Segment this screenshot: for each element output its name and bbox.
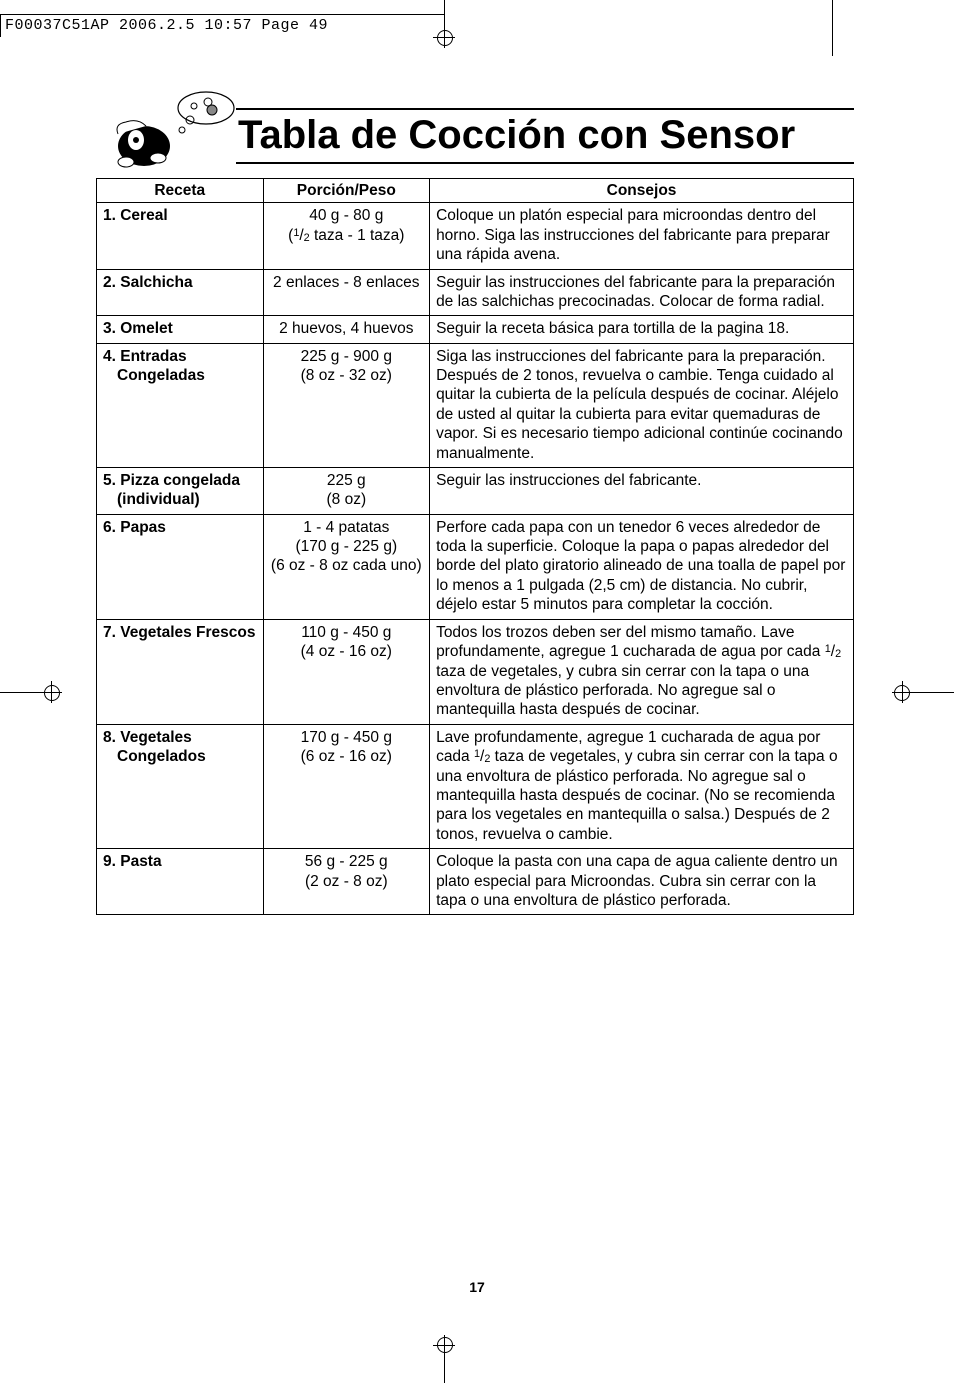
crop-mark	[444, 1335, 445, 1357]
crop-mark	[832, 0, 833, 56]
table-row: 9. Pasta 56 g - 225 g (2 oz - 8 oz) Colo…	[97, 849, 854, 915]
cell-consejo: Todos los trozos deben ser del mismo tam…	[430, 619, 854, 724]
receta-line: (individual)	[103, 490, 200, 509]
cell-receta: 6. Papas	[97, 514, 264, 619]
crop-mark	[51, 681, 52, 703]
col-header-receta: Receta	[97, 179, 264, 203]
page-number: 17	[0, 1279, 954, 1295]
cell-porcion: 2 huevos, 4 huevos	[263, 316, 430, 343]
porcion-line: 225 g - 900 g	[301, 348, 392, 365]
cell-receta: 5. Pizza congelada (individual)	[97, 467, 264, 514]
cell-consejo: Perfore cada papa con un tenedor 6 veces…	[430, 514, 854, 619]
cell-consejo: Lave profundamente, agregue 1 cucharada …	[430, 724, 854, 849]
col-header-consejos: Consejos	[430, 179, 854, 203]
cell-porcion: 225 g (8 oz)	[263, 467, 430, 514]
crop-registration-circle	[437, 30, 453, 46]
porcion-line: (2 oz - 8 oz)	[305, 873, 388, 890]
receta-line: Congelados	[103, 747, 206, 766]
crop-registration-circle	[44, 685, 60, 701]
cell-porcion: 225 g - 900 g (8 oz - 32 oz)	[263, 343, 430, 467]
receta-line: 8. Vegetales	[103, 729, 192, 746]
porcion-line: 40 g - 80 g	[309, 207, 383, 224]
cell-porcion: 1 - 4 patatas (170 g - 225 g) (6 oz - 8 …	[263, 514, 430, 619]
cell-consejo: Seguir las instrucciones del fabricante.	[430, 467, 854, 514]
cell-porcion: 56 g - 225 g (2 oz - 8 oz)	[263, 849, 430, 915]
title-rule	[236, 108, 854, 110]
receta-line: 5. Pizza congelada	[103, 472, 240, 489]
title-rule	[236, 162, 854, 164]
cell-consejo: Seguir las instrucciones del fabricante …	[430, 269, 854, 316]
porcion-line: (6 oz - 8 oz cada uno)	[271, 557, 422, 574]
cell-consejo: Coloque un platón especial para microond…	[430, 203, 854, 269]
crop-mark	[914, 692, 954, 693]
cell-porcion: 40 g - 80 g (1/2 taza - 1 taza)	[263, 203, 430, 269]
col-header-porcion: Porción/Peso	[263, 179, 430, 203]
cell-porcion: 110 g - 450 g (4 oz - 16 oz)	[263, 619, 430, 724]
porcion-line: (8 oz)	[326, 491, 366, 508]
cell-consejo: Coloque la pasta con una capa de agua ca…	[430, 849, 854, 915]
table-row: 1. Cereal 40 g - 80 g (1/2 taza - 1 taza…	[97, 203, 854, 269]
page-title-block: Tabla de Cocción con Sensor	[236, 108, 854, 164]
porcion-line: 1 - 4 patatas	[303, 519, 389, 536]
table-row: 3. Omelet 2 huevos, 4 huevos Seguir la r…	[97, 316, 854, 343]
table-row: 8. Vegetales Congelados 170 g - 450 g (6…	[97, 724, 854, 849]
porcion-line: (1/2 taza - 1 taza)	[288, 227, 404, 244]
porcion-line: (6 oz - 16 oz)	[301, 748, 392, 765]
porcion-line: (4 oz - 16 oz)	[301, 643, 392, 660]
table-row: 6. Papas 1 - 4 patatas (170 g - 225 g) (…	[97, 514, 854, 619]
crop-mark	[902, 681, 903, 703]
receta-line: 4. Entradas	[103, 348, 187, 365]
cell-porcion: 170 g - 450 g (6 oz - 16 oz)	[263, 724, 430, 849]
cell-receta: 4. Entradas Congeladas	[97, 343, 264, 467]
print-header-line: F00037C51AP 2006.2.5 10:57 Page 49	[0, 14, 445, 37]
page-title: Tabla de Cocción con Sensor	[236, 112, 854, 158]
cell-receta: 9. Pasta	[97, 849, 264, 915]
crop-mark	[444, 26, 445, 48]
table-row: 7. Vegetales Frescos 110 g - 450 g (4 oz…	[97, 619, 854, 724]
chef-mascot-icon	[96, 88, 236, 168]
cell-receta: 7. Vegetales Frescos	[97, 619, 264, 724]
crop-mark	[0, 692, 40, 693]
cell-receta: 3. Omelet	[97, 316, 264, 343]
receta-line: Congeladas	[103, 366, 205, 385]
cell-receta: 8. Vegetales Congelados	[97, 724, 264, 849]
table-row: 2. Salchicha 2 enlaces - 8 enlaces Segui…	[97, 269, 854, 316]
porcion-line: 56 g - 225 g	[305, 853, 388, 870]
cooking-table: Receta Porción/Peso Consejos 1. Cereal 4…	[96, 178, 854, 915]
crop-mark	[892, 692, 914, 693]
porcion-line: 225 g	[327, 472, 366, 489]
table-header-row: Receta Porción/Peso Consejos	[97, 179, 854, 203]
table-row: 5. Pizza congelada (individual) 225 g (8…	[97, 467, 854, 514]
cell-consejo: Seguir la receta básica para tortilla de…	[430, 316, 854, 343]
table-row: 4. Entradas Congeladas 225 g - 900 g (8 …	[97, 343, 854, 467]
cell-receta: 2. Salchicha	[97, 269, 264, 316]
porcion-line: (8 oz - 32 oz)	[301, 367, 392, 384]
porcion-line: 110 g - 450 g	[301, 624, 391, 641]
cell-consejo: Siga las instrucciones del fabricante pa…	[430, 343, 854, 467]
cell-porcion: 2 enlaces - 8 enlaces	[263, 269, 430, 316]
cell-receta: 1. Cereal	[97, 203, 264, 269]
porcion-line: 170 g - 450 g	[301, 729, 392, 746]
porcion-line: (170 g - 225 g)	[295, 538, 397, 555]
